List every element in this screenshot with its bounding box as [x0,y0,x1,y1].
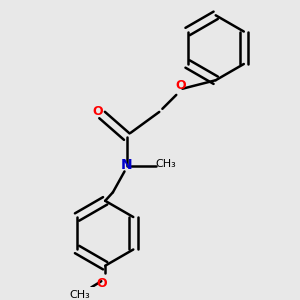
Text: CH₃: CH₃ [69,290,90,300]
Text: O: O [176,79,186,92]
Text: O: O [92,105,103,119]
Text: N: N [121,158,133,172]
Text: O: O [96,277,106,290]
Text: CH₃: CH₃ [155,160,176,170]
